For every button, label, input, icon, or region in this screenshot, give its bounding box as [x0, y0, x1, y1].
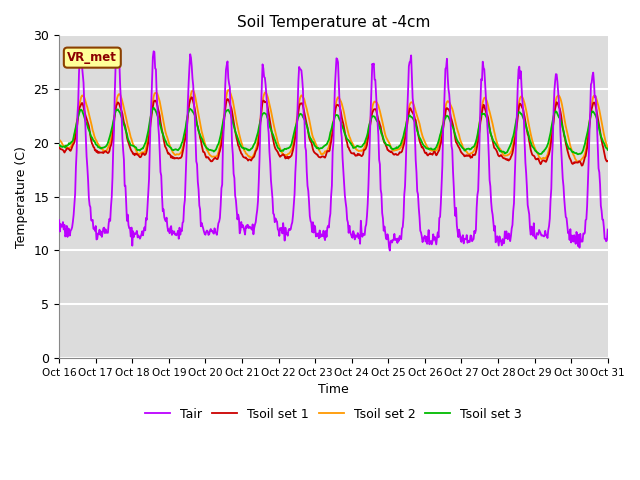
Tair: [434, 229, 442, 235]
Tsoil set 2: [176, 151, 184, 157]
Tsoil set 3: [433, 143, 441, 148]
Tsoil set 3: [55, 142, 63, 148]
Tsoil set 2: [604, 144, 612, 150]
Tsoil set 2: [379, 121, 387, 127]
Tair: [379, 216, 387, 221]
Line: Tsoil set 2: Tsoil set 2: [59, 90, 608, 162]
Tsoil set 1: [188, 95, 196, 100]
Tsoil set 2: [574, 159, 582, 165]
Tsoil set 3: [574, 151, 582, 157]
Tsoil set 1: [554, 101, 562, 107]
Tsoil set 3: [379, 134, 387, 140]
Tair: [386, 248, 394, 253]
Tair: [200, 228, 208, 234]
Tair: [555, 99, 563, 105]
Tair: [177, 232, 184, 238]
Tsoil set 1: [578, 163, 586, 168]
Tsoil set 2: [433, 147, 441, 153]
Line: Tsoil set 1: Tsoil set 1: [59, 97, 608, 166]
Tsoil set 2: [326, 141, 333, 146]
Text: VR_met: VR_met: [67, 51, 117, 64]
Legend: Tair, Tsoil set 1, Tsoil set 2, Tsoil set 3: Tair, Tsoil set 1, Tsoil set 2, Tsoil se…: [140, 403, 527, 426]
Line: Tsoil set 3: Tsoil set 3: [59, 108, 608, 154]
Y-axis label: Temperature (C): Temperature (C): [15, 145, 28, 248]
Tsoil set 1: [55, 144, 63, 150]
Tsoil set 3: [200, 141, 208, 146]
Tsoil set 1: [379, 135, 387, 141]
Tsoil set 1: [326, 148, 333, 154]
Tsoil set 2: [225, 87, 232, 93]
Tair: [113, 48, 121, 54]
Tair: [604, 227, 612, 232]
Tsoil set 1: [604, 158, 612, 164]
Tsoil set 3: [554, 113, 562, 119]
Tsoil set 2: [554, 93, 562, 98]
Tsoil set 3: [177, 144, 184, 150]
Tsoil set 2: [199, 134, 207, 140]
Tsoil set 1: [433, 152, 441, 157]
Tsoil set 3: [326, 133, 333, 139]
Tsoil set 3: [150, 105, 157, 110]
Tair: [55, 217, 63, 223]
Line: Tair: Tair: [59, 51, 608, 251]
Tair: [326, 216, 333, 221]
Tsoil set 1: [176, 155, 184, 161]
Tsoil set 1: [200, 149, 208, 155]
X-axis label: Time: Time: [318, 383, 349, 396]
Tsoil set 3: [604, 147, 612, 153]
Title: Soil Temperature at -4cm: Soil Temperature at -4cm: [237, 15, 430, 30]
Tsoil set 2: [55, 137, 63, 143]
